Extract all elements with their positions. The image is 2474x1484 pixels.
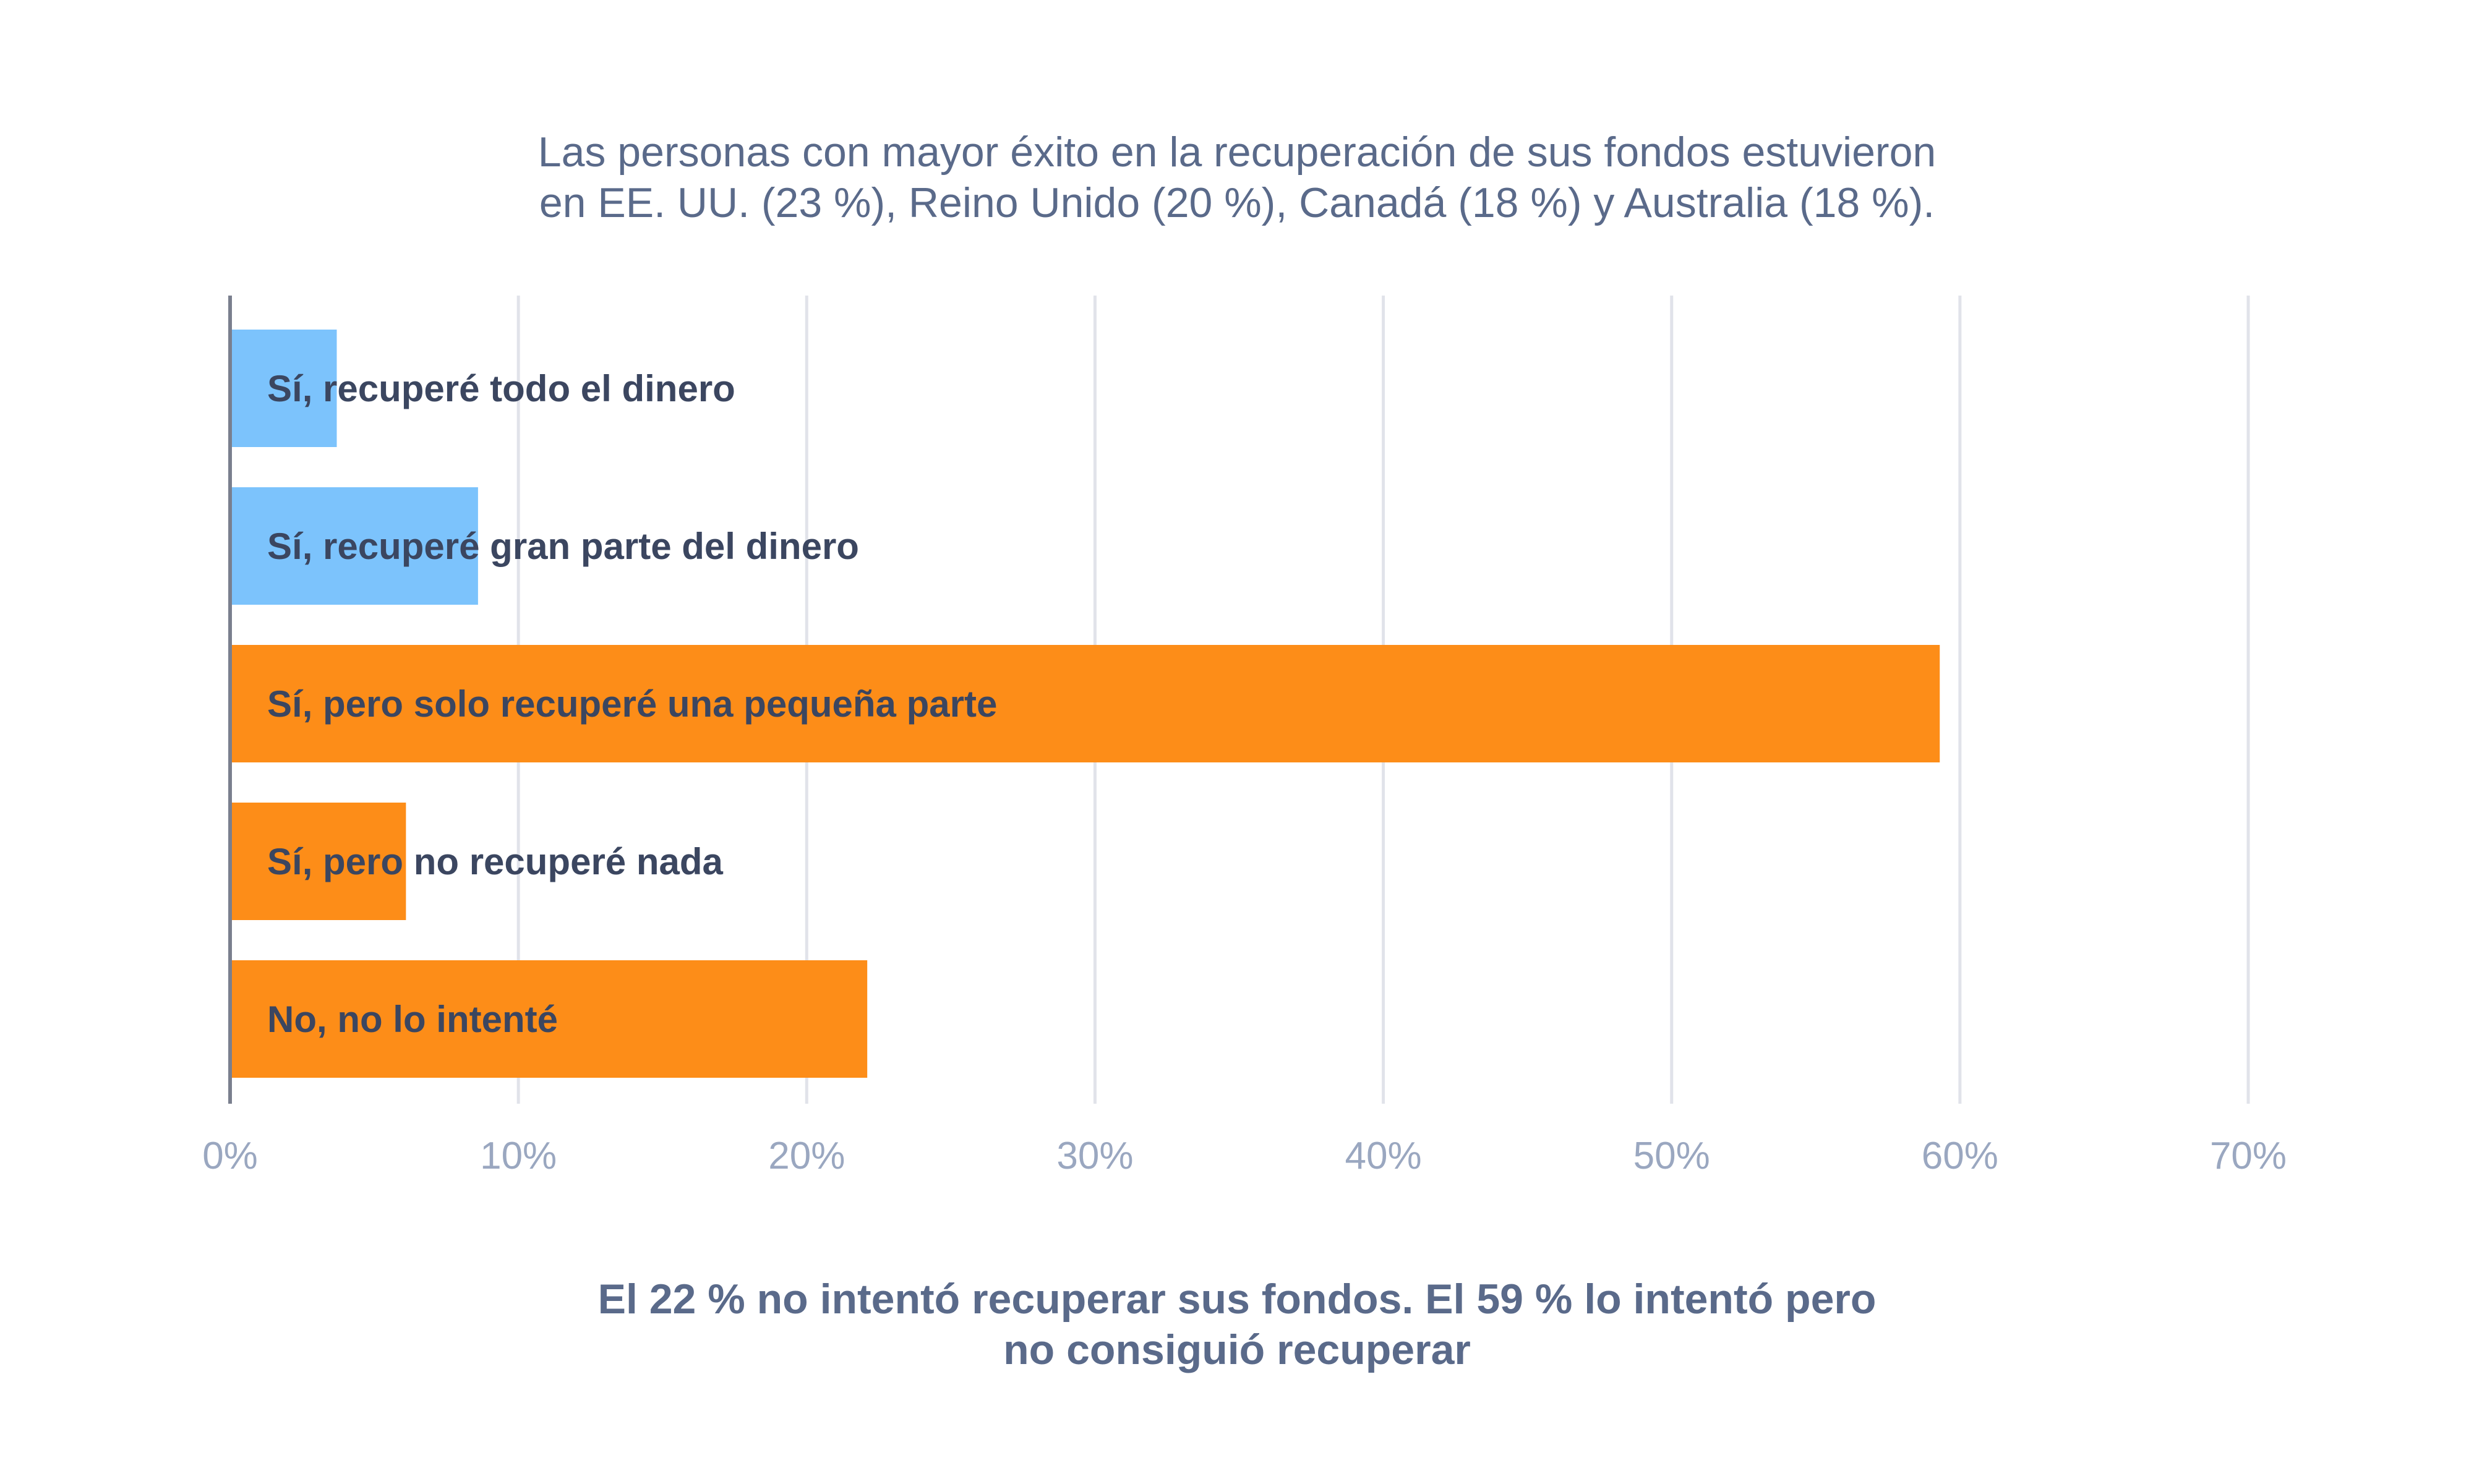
bar-label: Sí, pero no recuperé nada — [267, 841, 724, 882]
footer-line-2: no consiguió recuperar — [1003, 1326, 1471, 1373]
x-tick-label: 50% — [1633, 1135, 1710, 1177]
bar-label: Sí, pero solo recuperé una pequeña parte — [267, 683, 997, 725]
bar — [230, 330, 337, 447]
title-line-1: Las personas con mayor éxito en la recup… — [537, 129, 1937, 176]
x-tick-label: 30% — [1056, 1135, 1133, 1177]
x-tick-label: 0% — [202, 1135, 258, 1177]
bar — [230, 803, 406, 920]
bar-label: No, no lo intenté — [267, 999, 558, 1040]
bar-label: Sí, recuperé gran parte del dinero — [267, 526, 859, 567]
chart-title: Las personas con mayor éxito en la recup… — [0, 127, 2474, 228]
x-tick-label: 40% — [1345, 1135, 1422, 1177]
x-tick-label: 20% — [768, 1135, 845, 1177]
x-tick-label: 60% — [1922, 1135, 1998, 1177]
bar — [230, 645, 1940, 762]
bar — [230, 487, 478, 605]
chart-footer: El 22 % no intentó recuperar sus fondos.… — [0, 1274, 2474, 1375]
x-tick-label: 10% — [480, 1135, 557, 1177]
footer-line-1: El 22 % no intentó recuperar sus fondos.… — [597, 1276, 1877, 1323]
bar — [230, 960, 868, 1078]
title-line-2: en EE. UU. (23 %), Reino Unido (20 %), C… — [539, 179, 1935, 226]
bar-label: Sí, recuperé todo el dinero — [267, 368, 735, 409]
x-tick-label: 70% — [2210, 1135, 2287, 1177]
